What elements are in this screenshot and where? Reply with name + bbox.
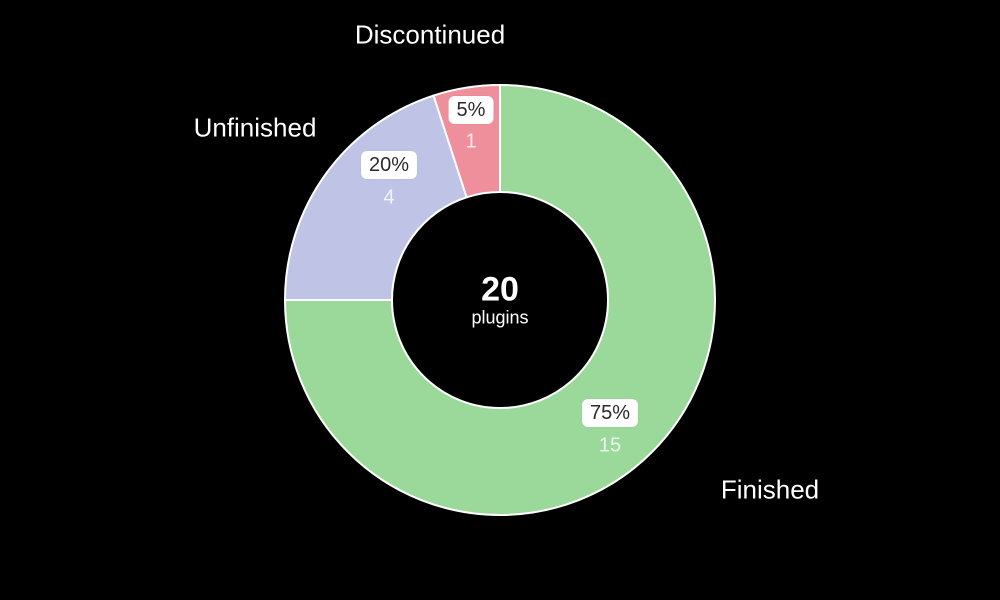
slice-percent-discontinued: 5%	[449, 96, 494, 124]
slice-percent-unfinished: 20%	[361, 151, 417, 179]
donut-chart-stage: 20 plugins Finished 75% 15 Unfinished 20% 4 Di…	[0, 0, 1000, 600]
slice-label-unfinished: Unfinished	[194, 113, 317, 144]
donut-center-label: plugins	[471, 308, 528, 327]
slice-count-discontinued: 1	[465, 131, 476, 154]
donut-center-number: 20	[471, 273, 528, 309]
donut-center: 20 plugins	[471, 273, 528, 328]
slice-count-unfinished: 4	[383, 187, 394, 210]
slice-percent-finished: 75%	[582, 399, 638, 427]
slice-label-finished: Finished	[721, 475, 819, 506]
slice-count-finished: 15	[599, 435, 621, 458]
slice-label-discontinued: Discontinued	[355, 20, 505, 51]
